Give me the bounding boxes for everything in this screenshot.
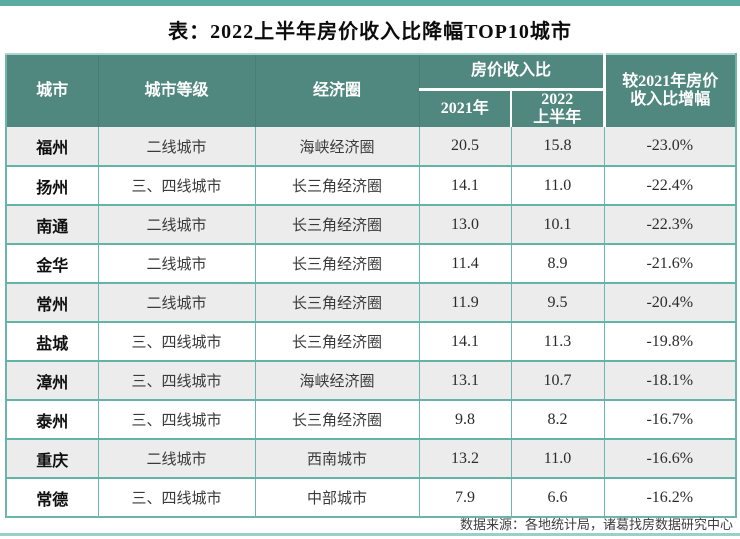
cell-city: 金华 bbox=[5, 244, 99, 285]
cell-ratio-2022: 11.3 bbox=[510, 322, 605, 363]
cell-ratio-2022: 10.7 bbox=[510, 361, 605, 402]
cell-circle: 中部城市 bbox=[254, 478, 420, 518]
table-row: 扬州 三、四线城市 长三角经济圈 14.1 11.0 -22.4% bbox=[5, 166, 737, 207]
cell-circle: 长三角经济圈 bbox=[254, 205, 420, 246]
cell-city: 重庆 bbox=[5, 439, 99, 480]
cell-ratio-2021: 13.2 bbox=[418, 439, 512, 480]
cell-city: 常德 bbox=[5, 478, 99, 518]
top-accent-bar bbox=[0, 0, 740, 6]
table-row: 重庆 二线城市 西南城市 13.2 11.0 -16.6% bbox=[5, 439, 737, 480]
header-ratio-2021: 2021年 bbox=[419, 89, 512, 128]
cell-ratio-2021: 7.9 bbox=[418, 478, 512, 518]
table-container: 城市 城市等级 经济圈 房价收入比 较2021年房价 收入比增幅 2021年 2… bbox=[5, 53, 738, 519]
table-row: 盐城 三、四线城市 长三角经济圈 14.1 11.3 -19.8% bbox=[5, 322, 737, 363]
cell-tier: 三、四线城市 bbox=[97, 166, 256, 207]
title-area: 表：2022上半年房价收入比降幅TOP10城市 bbox=[0, 6, 740, 53]
cell-circle: 长三角经济圈 bbox=[254, 283, 420, 324]
cell-change: -22.3% bbox=[603, 205, 737, 246]
header-city: 城市 bbox=[6, 54, 99, 128]
cell-ratio-2021: 13.1 bbox=[418, 361, 512, 402]
cell-change: -23.0% bbox=[603, 127, 737, 168]
cell-ratio-2022: 8.9 bbox=[510, 244, 605, 285]
header-ratio-group: 房价收入比 bbox=[419, 54, 605, 91]
cell-tier: 二线城市 bbox=[97, 205, 256, 246]
header-tier: 城市等级 bbox=[98, 54, 256, 128]
cell-tier: 三、四线城市 bbox=[97, 478, 256, 518]
cell-city: 扬州 bbox=[5, 166, 99, 207]
cell-ratio-2022: 8.2 bbox=[510, 400, 605, 441]
cell-city: 盐城 bbox=[5, 322, 99, 363]
header-circle: 经济圈 bbox=[255, 54, 420, 128]
table-header: 城市 城市等级 经济圈 房价收入比 较2021年房价 收入比增幅 2021年 2… bbox=[6, 54, 737, 128]
cell-change: -16.2% bbox=[603, 478, 737, 518]
cell-ratio-2022: 15.8 bbox=[510, 127, 605, 168]
cell-tier: 二线城市 bbox=[97, 244, 256, 285]
cell-circle: 西南城市 bbox=[254, 439, 420, 480]
price-income-ratio-table: 城市 城市等级 经济圈 房价收入比 较2021年房价 收入比增幅 2021年 2… bbox=[5, 53, 738, 519]
cell-tier: 三、四线城市 bbox=[97, 322, 256, 363]
cell-city: 常州 bbox=[5, 283, 99, 324]
header-ratio-2022-line2: 上半年 bbox=[533, 108, 582, 126]
table-row: 金华 二线城市 长三角经济圈 11.4 8.9 -21.6% bbox=[5, 244, 737, 285]
cell-ratio-2021: 13.0 bbox=[418, 205, 512, 246]
cell-tier: 二线城市 bbox=[97, 283, 256, 324]
cell-ratio-2021: 14.1 bbox=[418, 166, 512, 207]
table-row: 泰州 三、四线城市 长三角经济圈 9.8 8.2 -16.7% bbox=[5, 400, 737, 441]
page-title: 表：2022上半年房价收入比降幅TOP10城市 bbox=[168, 21, 572, 43]
cell-ratio-2021: 9.8 bbox=[418, 400, 512, 441]
cell-change: -16.6% bbox=[603, 439, 737, 480]
cell-city: 南通 bbox=[5, 205, 99, 246]
cell-change: -20.4% bbox=[603, 283, 737, 324]
cell-ratio-2022: 10.1 bbox=[510, 205, 605, 246]
data-source-note: 数据来源：各地统计局，诸葛找房数据研究中心 bbox=[459, 517, 733, 532]
cell-change: -22.4% bbox=[603, 166, 737, 207]
table-body: 福州 二线城市 海峡经济圈 20.5 15.8 -23.0% 扬州 三、四线城市… bbox=[5, 127, 737, 518]
cell-circle: 长三角经济圈 bbox=[254, 400, 420, 441]
cell-change: -21.6% bbox=[603, 244, 737, 285]
cell-tier: 三、四线城市 bbox=[97, 400, 256, 441]
table-row: 福州 二线城市 海峡经济圈 20.5 15.8 -23.0% bbox=[5, 127, 737, 168]
cell-ratio-2022: 9.5 bbox=[510, 283, 605, 324]
cell-circle: 海峡经济圈 bbox=[254, 127, 420, 168]
cell-change: -16.7% bbox=[603, 400, 737, 441]
cell-change: -18.1% bbox=[603, 361, 737, 402]
cell-circle: 长三角经济圈 bbox=[254, 322, 420, 363]
cell-tier: 三、四线城市 bbox=[97, 361, 256, 402]
cell-circle: 长三角经济圈 bbox=[254, 166, 420, 207]
cell-city: 漳州 bbox=[5, 361, 99, 402]
cell-ratio-2021: 20.5 bbox=[418, 127, 512, 168]
cell-circle: 长三角经济圈 bbox=[254, 244, 420, 285]
cell-tier: 二线城市 bbox=[97, 127, 256, 168]
cell-circle: 海峡经济圈 bbox=[254, 361, 420, 402]
cell-ratio-2021: 11.9 bbox=[418, 283, 512, 324]
cell-ratio-2022: 6.6 bbox=[510, 478, 605, 518]
cell-change: -19.8% bbox=[603, 322, 737, 363]
header-ratio-2022-line1: 2022 bbox=[541, 90, 574, 108]
cell-ratio-2022: 11.0 bbox=[510, 166, 605, 207]
cell-ratio-2022: 11.0 bbox=[510, 439, 605, 480]
table-row: 常州 二线城市 长三角经济圈 11.9 9.5 -20.4% bbox=[5, 283, 737, 324]
cell-city: 福州 bbox=[5, 127, 99, 168]
bottom-accent-bar bbox=[0, 533, 740, 536]
header-change-line1: 较2021年房价 bbox=[622, 72, 719, 90]
header-change: 较2021年房价 收入比增幅 bbox=[602, 54, 737, 128]
table-row: 漳州 三、四线城市 海峡经济圈 13.1 10.7 -18.1% bbox=[5, 361, 737, 402]
header-ratio-2022: 2022 上半年 bbox=[509, 89, 605, 128]
table-row: 常德 三、四线城市 中部城市 7.9 6.6 -16.2% bbox=[5, 478, 737, 518]
footer-area: 数据来源：各地统计局，诸葛找房数据研究中心 bbox=[0, 514, 740, 533]
cell-tier: 二线城市 bbox=[97, 439, 256, 480]
table-row: 南通 二线城市 长三角经济圈 13.0 10.1 -22.3% bbox=[5, 205, 737, 246]
header-change-line2: 收入比增幅 bbox=[630, 91, 711, 109]
cell-ratio-2021: 11.4 bbox=[418, 244, 512, 285]
cell-city: 泰州 bbox=[5, 400, 99, 441]
cell-ratio-2021: 14.1 bbox=[418, 322, 512, 363]
